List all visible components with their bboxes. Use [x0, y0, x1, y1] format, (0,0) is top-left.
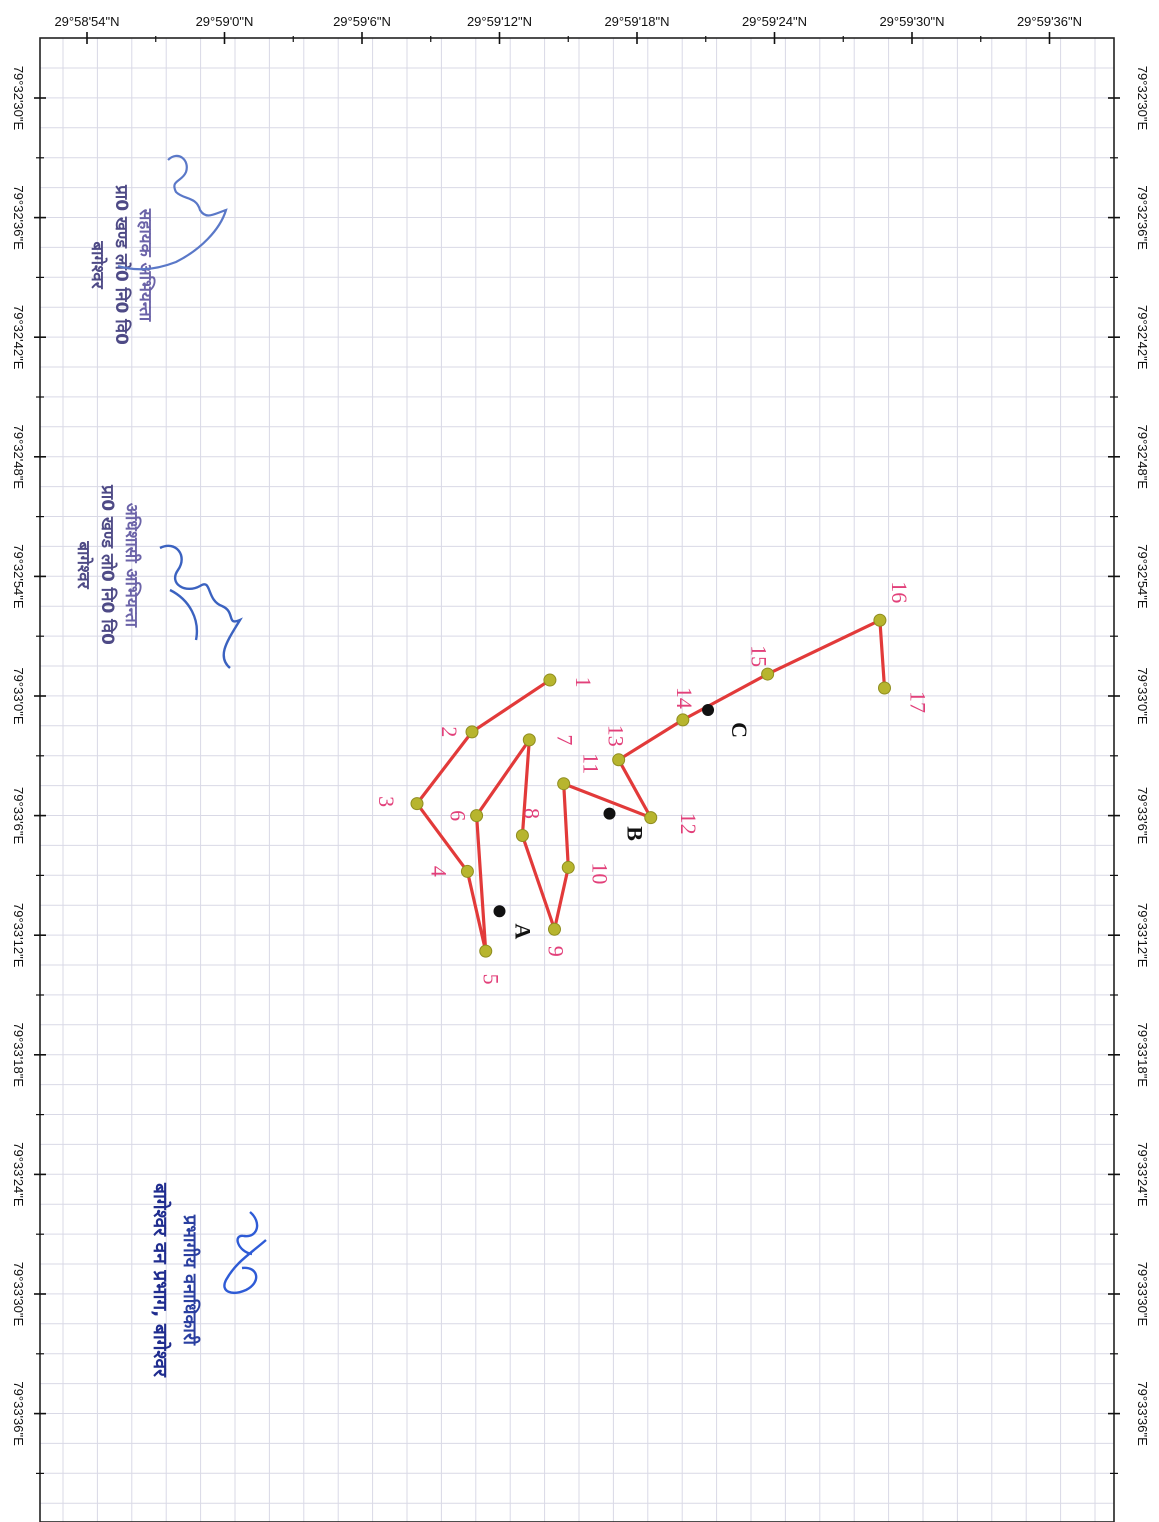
longitude-label-right: 79°33'24"E: [1135, 1142, 1150, 1207]
longitude-label-left: 79°33'18"E: [11, 1023, 26, 1088]
stamp2-line1: अधिशासी अभियन्ता: [121, 503, 142, 628]
vertex-label: 1: [571, 677, 596, 688]
latitude-label: 29°58'54"N: [54, 14, 119, 29]
longitude-label-right: 79°32'30"E: [1135, 66, 1150, 131]
latitude-labels: 29°58'54"N 29°59'0"N 29°59'6"N 29°59'12"N 29…: [54, 14, 1082, 29]
stamp3-line2: बागेश्वर वन प्रभाग, बागेश्वर: [149, 1182, 172, 1378]
longitude-label-left: 79°32'36"E: [11, 185, 26, 250]
longitude-label-right: 79°32'36"E: [1135, 185, 1150, 250]
vertex-label: 15: [747, 645, 772, 667]
reference-marker: [603, 807, 616, 820]
vertex-label: 6: [446, 810, 471, 821]
reference-markers: A B C: [493, 703, 752, 939]
boundary-vertex: [557, 777, 571, 791]
longitude-label-left: 79°32'54"E: [11, 544, 26, 609]
vertex-label: 13: [604, 725, 629, 747]
longitude-label-right: 79°33'30"E: [1135, 1262, 1150, 1327]
vertex-label: 12: [676, 813, 701, 835]
longitude-label-left: 79°33'6"E: [11, 787, 26, 844]
latitude-label: 29°59'24"N: [742, 14, 807, 29]
vertex-label: 7: [552, 734, 577, 745]
official-stamp-executive-engineer: अधिशासी अभियन्ता प्रा0 खण्ड लो0 नि0 वि0 …: [73, 484, 142, 645]
boundary-vertex: [873, 613, 887, 627]
boundary-vertex: [515, 829, 529, 843]
stamp2-line3: बागेश्वर: [73, 540, 94, 589]
stamp1-line2: प्रा0 खण्ड लो0 नि0 वि0: [111, 184, 132, 345]
vertex-label: 5: [479, 974, 504, 985]
longitude-labels-left: 79°32'30"E 79°32'36"E 79°32'42"E 79°32'48"E…: [11, 66, 26, 1446]
vertex-label: 14: [672, 687, 697, 709]
vertex-label: 4: [426, 866, 451, 877]
reference-marker: [493, 905, 506, 918]
stamp1-line3: बागेश्वर: [87, 240, 108, 289]
latitude-label: 29°59'30"N: [879, 14, 944, 29]
boundary-vertex: [612, 753, 626, 767]
boundary-vertex: [522, 733, 536, 747]
longitude-label-right: 79°33'6"E: [1135, 787, 1150, 844]
longitude-label-right: 79°32'54"E: [1135, 544, 1150, 609]
reference-marker-label: C: [727, 722, 752, 738]
boundary-vertex: [470, 809, 484, 823]
longitude-label-left: 79°33'12"E: [11, 903, 26, 968]
vertex-label: 2: [437, 726, 462, 737]
boundary-vertex: [410, 797, 424, 811]
vertex-label: 9: [544, 946, 569, 957]
longitude-label-right: 79°32'48"E: [1135, 425, 1150, 490]
latitude-label: 29°59'18"N: [604, 14, 669, 29]
longitude-label-right: 79°33'36"E: [1135, 1381, 1150, 1446]
vertex-label: 17: [906, 691, 931, 713]
latitude-label: 29°59'36"N: [1017, 14, 1082, 29]
longitude-label-left: 79°32'30"E: [11, 66, 26, 131]
stamp3-line1: प्रभागीय वनाधिकारी: [179, 1214, 201, 1346]
stamp2-line2: प्रा0 खण्ड लो0 नि0 वि0: [97, 484, 118, 645]
boundary-vertex: [479, 944, 493, 958]
signature-3: [223, 1211, 267, 1294]
stamp1-line1: सहायक अभियन्ता: [135, 208, 156, 322]
signature-2: [159, 544, 243, 669]
longitude-label-left: 79°33'36"E: [11, 1381, 26, 1446]
longitude-label-right: 79°32'42"E: [1135, 305, 1150, 370]
tick-marks: [34, 32, 1120, 1475]
grid-lines: [40, 38, 1114, 1522]
longitude-label-left: 79°32'42"E: [11, 305, 26, 370]
boundary-vertex: [548, 922, 561, 936]
longitude-label-right: 79°33'12"E: [1135, 903, 1150, 968]
vertex-label: 8: [519, 808, 544, 819]
longitude-labels-right: 79°32'30"E 79°32'36"E 79°32'42"E 79°32'48"E…: [1135, 66, 1150, 1446]
boundary-vertex: [465, 725, 479, 739]
latitude-label: 29°59'12"N: [467, 14, 532, 29]
longitude-label-left: 79°33'24"E: [11, 1142, 26, 1207]
boundary-vertices: [410, 613, 891, 958]
vertex-label: 3: [374, 796, 399, 807]
longitude-label-left: 79°33'0"E: [11, 667, 26, 724]
latitude-label: 29°59'6"N: [333, 14, 391, 29]
boundary-vertex: [676, 713, 690, 727]
longitude-label-right: 79°33'18"E: [1135, 1023, 1150, 1088]
boundary-vertex: [460, 864, 474, 878]
boundary-vertex: [878, 681, 891, 695]
vertex-label: 16: [887, 581, 912, 603]
vertex-label: 11: [579, 753, 604, 774]
official-stamp-assistant-engineer: सहायक अभियन्ता प्रा0 खण्ड लो0 नि0 वि0 बा…: [87, 184, 156, 345]
reference-marker: [702, 703, 715, 716]
boundary-vertex: [543, 673, 557, 687]
boundary-vertex: [561, 860, 575, 874]
boundary-vertex: [644, 811, 658, 825]
longitude-label-right: 79°33'0"E: [1135, 667, 1150, 724]
vertex-label: 10: [587, 862, 612, 884]
longitude-label-left: 79°32'48"E: [11, 425, 26, 490]
official-stamp-divisional-forest-officer: प्रभागीय वनाधिकारी बागेश्वर वन प्रभाग, ब…: [149, 1182, 201, 1378]
reference-marker-label: A: [511, 923, 536, 939]
boundary-vertex: [761, 667, 775, 681]
map-frame: [39, 37, 1115, 1522]
longitude-label-left: 79°33'30"E: [11, 1262, 26, 1327]
latitude-label: 29°59'0"N: [196, 14, 254, 29]
signature-1: [117, 154, 228, 271]
reference-marker-label: B: [623, 826, 648, 841]
